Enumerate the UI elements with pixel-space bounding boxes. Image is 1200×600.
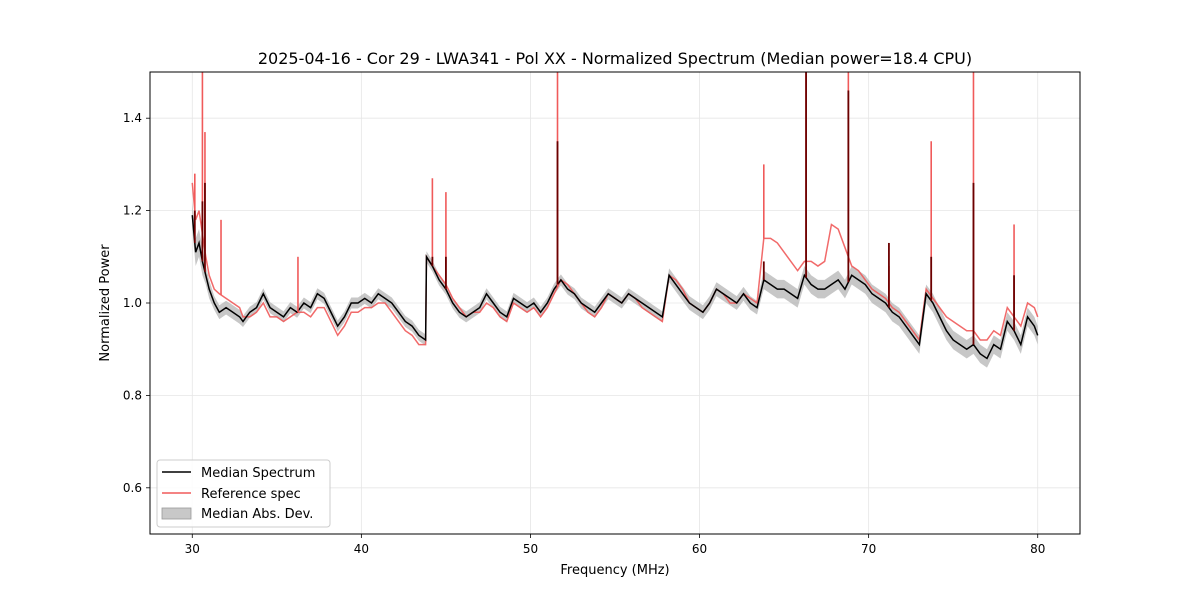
legend-reference-label: Reference spec (201, 487, 301, 502)
x-tick-label: 40 (354, 542, 369, 556)
x-tick-label: 70 (861, 542, 876, 556)
legend: Median Spectrum Reference spec Median Ab… (156, 459, 331, 528)
x-tick-label: 80 (1030, 542, 1045, 556)
y-tick-label: 0.6 (123, 481, 142, 495)
legend-mad-swatch (161, 507, 192, 520)
reference-spectrum-line (191, 182, 1039, 346)
y-axis-label: Normalized Power (98, 244, 113, 362)
y-tick-label: 1.0 (123, 296, 142, 310)
y-tick-label: 1.2 (123, 204, 142, 218)
chart-title: 2025-04-16 - Cor 29 - LWA341 - Pol XX - … (258, 49, 972, 68)
legend-box (156, 459, 331, 528)
plot-area: 30 40 50 60 70 80 0.6 0.8 1.0 1.2 1.4 (123, 71, 1081, 556)
legend-mad-label: Median Abs. Dev. (201, 507, 313, 522)
y-tick-label: 1.4 (123, 111, 142, 125)
legend-median-label: Median Spectrum (201, 466, 315, 481)
x-axis-ticks: 30 40 50 60 70 80 (185, 534, 1045, 556)
y-tick-label: 0.8 (123, 388, 142, 402)
x-axis-label: Frequency (MHz) (560, 563, 669, 578)
median-spectrum-line (191, 215, 1039, 360)
x-tick-label: 50 (523, 542, 538, 556)
y-axis-ticks: 0.6 0.8 1.0 1.2 1.4 (123, 111, 150, 495)
x-tick-label: 60 (692, 542, 707, 556)
x-tick-label: 30 (185, 542, 200, 556)
plot-clip (191, 72, 1039, 368)
